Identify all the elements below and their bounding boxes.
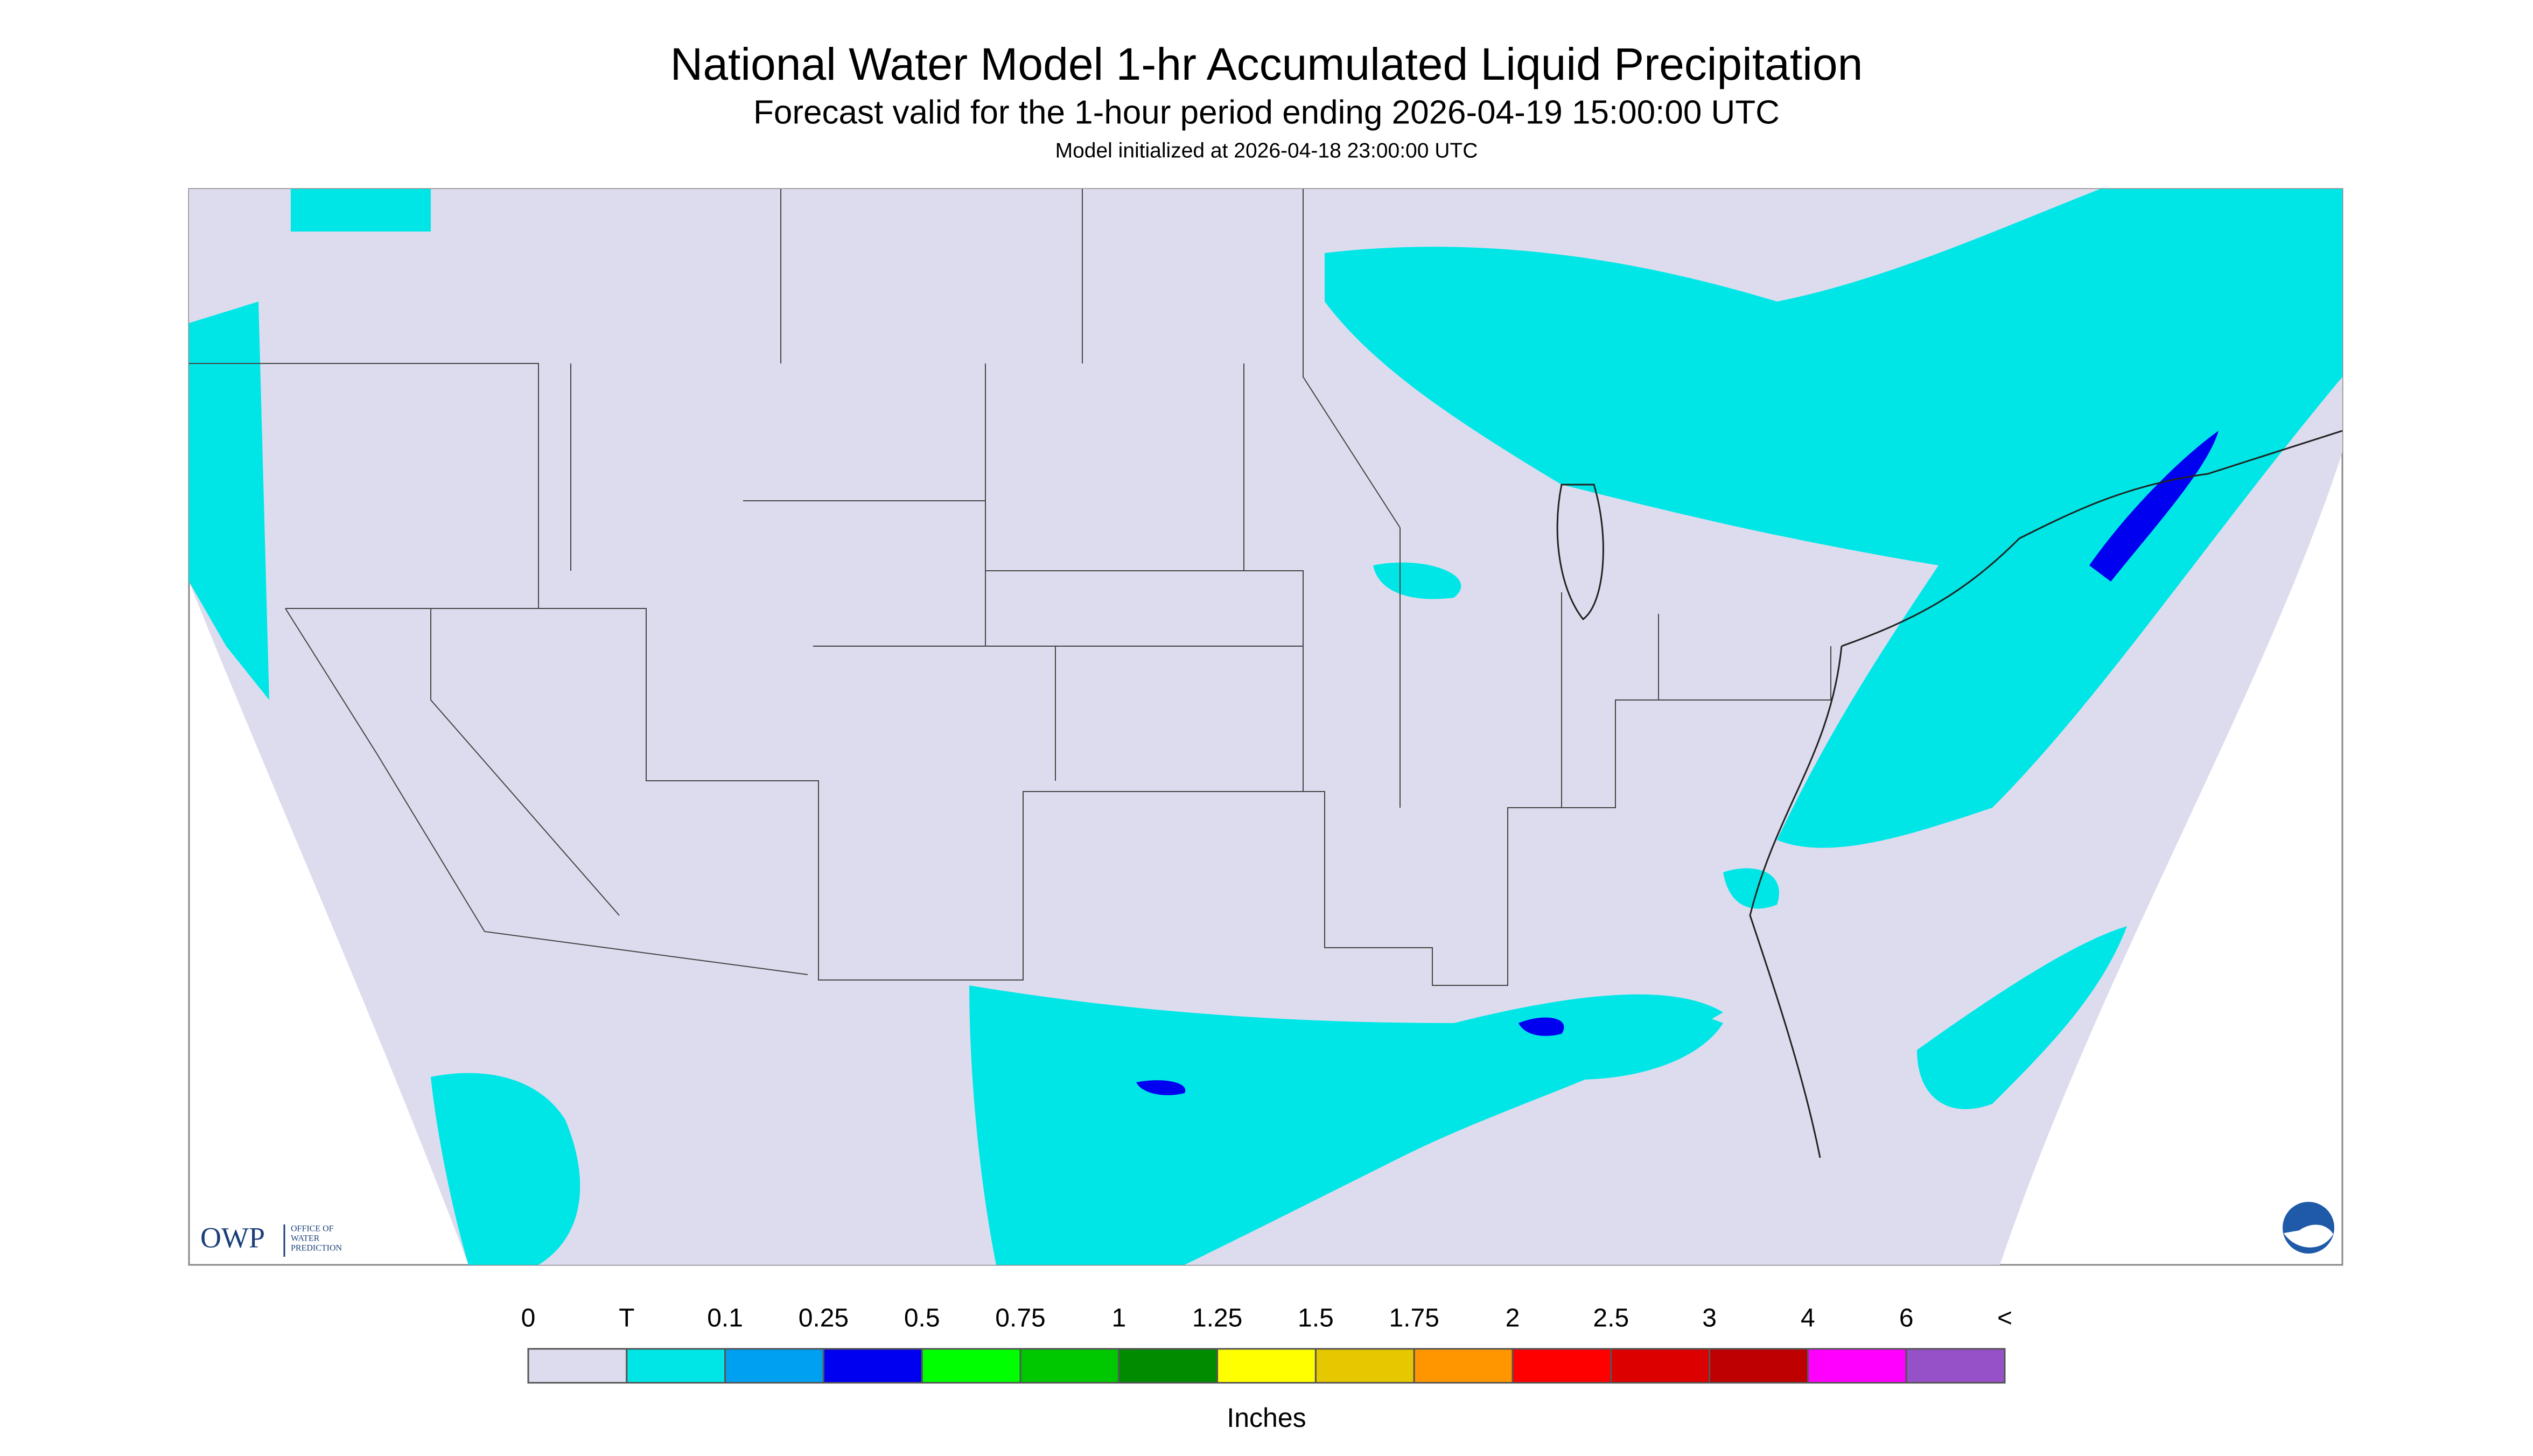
legend-swatch <box>1512 1348 1612 1384</box>
legend-swatch <box>626 1348 726 1384</box>
logo-name: OWP <box>200 1221 265 1254</box>
precip-area <box>1723 868 1779 909</box>
precip-areas <box>189 189 2342 1265</box>
legend-label: 3 <box>1702 1304 1717 1333</box>
precip-area <box>1519 1017 1564 1036</box>
legend-label: 6 <box>1899 1304 1914 1333</box>
precip-area <box>1373 562 1461 599</box>
precip-area <box>2089 431 2219 582</box>
border <box>285 189 1659 975</box>
logo-line: WATER <box>291 1234 320 1243</box>
precip-area <box>291 189 431 232</box>
legend-swatch <box>527 1348 628 1384</box>
legend-label: 4 <box>1801 1304 1815 1333</box>
precip-area <box>1917 926 2127 1109</box>
logo-line: OFFICE OF <box>291 1224 334 1234</box>
precip-area <box>1136 1080 1186 1095</box>
legend-label: 1.5 <box>1298 1304 1334 1333</box>
legend-label: 0.25 <box>799 1304 849 1333</box>
precip-area <box>189 302 269 700</box>
legend-swatch <box>1807 1348 1907 1384</box>
noaa-wave <box>2284 1224 2333 1248</box>
precip-heavy <box>1136 431 2219 1095</box>
precip-area <box>1325 189 2342 848</box>
coastline <box>1556 484 1604 621</box>
legend-label: 1.25 <box>1192 1304 1242 1333</box>
legend-label: 2.5 <box>1593 1304 1629 1333</box>
legend-label: 0.75 <box>995 1304 1045 1333</box>
legend-swatch <box>1216 1348 1317 1384</box>
coastline <box>1841 430 2343 647</box>
legend-label: 0.5 <box>904 1304 940 1333</box>
legend-swatch <box>1019 1348 1120 1384</box>
legend-label: T <box>619 1304 634 1333</box>
legend-swatch <box>1118 1348 1219 1384</box>
legend-swatch <box>1413 1348 1514 1384</box>
title: National Water Model 1-hr Accumulated Li… <box>670 39 1863 89</box>
legend-label: 1.75 <box>1389 1304 1439 1333</box>
border <box>285 189 1304 916</box>
legend-swatch <box>724 1348 824 1384</box>
legend-label: 0.1 <box>707 1304 743 1333</box>
legend-swatch <box>822 1348 923 1384</box>
legend-label: 1 <box>1111 1304 1126 1333</box>
legend-swatch <box>1314 1348 1415 1384</box>
logo-line: PREDICTION <box>291 1244 342 1253</box>
legend-label: 2 <box>1506 1304 1520 1333</box>
legend-label: 0 <box>521 1304 536 1333</box>
map: OWP OFFICE OF WATER PREDICTION <box>188 188 2343 1266</box>
legend-swatch <box>1610 1348 1711 1384</box>
legend-swatch <box>1905 1348 2006 1384</box>
noaa-logo <box>2283 1202 2334 1254</box>
legend-swatch <box>1709 1348 1809 1384</box>
state-borders <box>189 189 1831 986</box>
legend-swatch <box>921 1348 1021 1384</box>
subtitle: Forecast valid for the 1-hour period end… <box>753 94 1780 131</box>
legend-unit: Inches <box>1227 1403 1306 1433</box>
coastline <box>1749 646 1843 1158</box>
init-time: Model initialized at 2026-04-18 23:00:00… <box>1055 139 1478 162</box>
precip-area <box>431 1073 580 1265</box>
legend: 0 T 0.1 0.25 0.5 0.75 1 1.25 1.5 1.75 2 2.5 3 4 6 < <box>521 1304 2012 1384</box>
owp-logo: OWP OFFICE OF WATER PREDICTION <box>200 1221 342 1257</box>
legend-label: < <box>1997 1304 2012 1333</box>
